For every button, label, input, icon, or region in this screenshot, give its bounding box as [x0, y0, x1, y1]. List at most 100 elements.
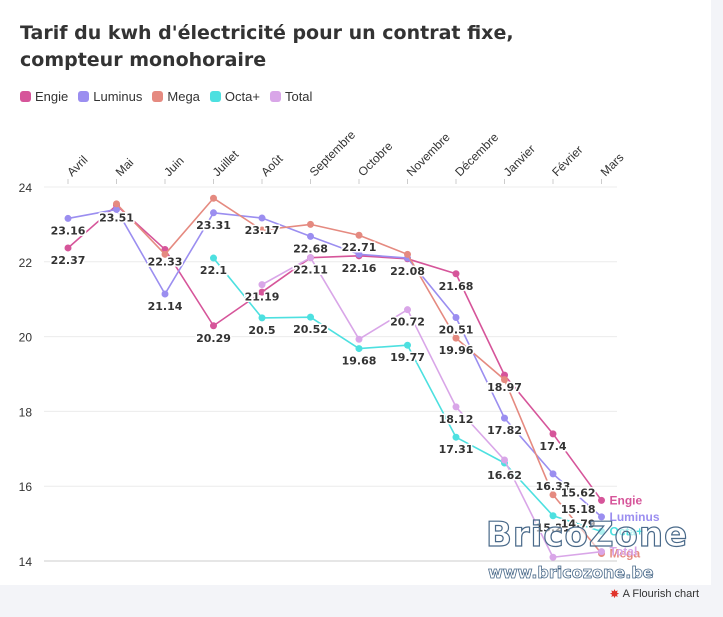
legend-swatch [152, 91, 164, 102]
legend-swatch [269, 91, 281, 102]
data-label: 20.52 [293, 323, 328, 336]
data-label: 18.12 [439, 413, 474, 426]
data-point [452, 433, 460, 441]
data-label: 17.4 [539, 440, 566, 453]
data-point [113, 205, 120, 213]
chart-title: Tarif du kwh d'électricité pour un contr… [20, 22, 514, 71]
series-end-label: Octa+ [610, 524, 644, 538]
data-label: 14.79 [561, 517, 596, 530]
data-point [64, 244, 72, 252]
data-point [452, 334, 460, 342]
data-point [307, 254, 314, 262]
data-label: 22.71 [342, 241, 377, 254]
data-label: 20.72 [390, 316, 425, 329]
y-tick-label: 14 [19, 555, 33, 569]
data-label: 22.37 [51, 254, 86, 267]
data-label: 19.96 [439, 344, 474, 357]
data-label: 21.68 [439, 280, 474, 293]
watermark-url: www.bricozone.be [488, 563, 654, 583]
data-point [210, 194, 217, 202]
x-tick-label: Septembre [307, 127, 359, 179]
data-label: 19.77 [390, 351, 425, 364]
x-tick-label: Janvier [501, 142, 538, 179]
x-tick-label: Août [258, 151, 286, 179]
legend-item-luminus[interactable]: Luminus [78, 89, 142, 104]
data-label: 15.21 [536, 522, 571, 535]
y-tick-label: 22 [19, 256, 33, 270]
data-point [404, 341, 411, 349]
y-tick-label: 24 [19, 181, 33, 195]
data-label: 23.17 [245, 224, 280, 237]
data-point [549, 430, 557, 438]
data-label: 20.5 [248, 324, 275, 337]
series-end-label: Mega [610, 547, 641, 561]
legend-swatch [78, 91, 90, 102]
data-point [355, 250, 363, 258]
series-end-label: Engie [610, 493, 643, 507]
data-point [549, 491, 557, 499]
flourish-logo-icon: ✸ [609, 587, 620, 601]
data-label: 23.51 [99, 211, 134, 224]
data-point [501, 376, 508, 384]
data-label: 17.31 [439, 443, 474, 456]
data-label: 22.68 [293, 242, 328, 255]
data-label: 20.51 [439, 324, 474, 337]
data-point [64, 214, 72, 222]
data-point [258, 281, 266, 289]
data-point [501, 414, 508, 422]
legend-item-mega[interactable]: Mega [152, 89, 200, 104]
series-line-luminus [67, 208, 603, 518]
data-point [598, 513, 605, 521]
data-point [210, 254, 217, 262]
data-label: 21.14 [148, 300, 183, 313]
data-label: 21.19 [245, 291, 280, 304]
legend-swatch [20, 91, 31, 102]
data-point [258, 288, 266, 296]
data-point [452, 403, 460, 411]
x-tick-label: Avril [64, 153, 90, 179]
watermark-logo: BricoZone [485, 514, 689, 555]
data-point [210, 209, 217, 217]
data-point [307, 313, 314, 321]
data-point [549, 512, 557, 520]
series-end-label: Luminus [610, 510, 660, 524]
legend-item-engie[interactable]: Engie [20, 89, 68, 104]
data-point [210, 322, 217, 330]
x-tick-label: Juillet [210, 147, 242, 179]
x-tick-label: Mai [113, 156, 137, 180]
data-point [258, 314, 266, 322]
x-tick-label: Mars [598, 150, 627, 179]
data-label: 17.82 [487, 424, 522, 437]
legend-label: Octa+ [224, 89, 260, 104]
data-label: 22.1 [200, 264, 227, 277]
data-point [161, 290, 169, 298]
y-tick-label: 20 [19, 331, 33, 345]
legend-item-total[interactable]: Total [269, 89, 313, 104]
legend-label: Total [284, 89, 313, 104]
data-label: 15.18 [561, 503, 596, 516]
data-label: 23.16 [51, 224, 86, 237]
data-label: 23.31 [196, 219, 231, 232]
data-label: 19.68 [342, 355, 377, 368]
series-line-total [261, 256, 602, 559]
flourish-credit[interactable]: ✸ A Flourish chart [610, 587, 699, 601]
x-tick-label: Novembre [404, 130, 453, 179]
data-point [452, 314, 460, 322]
data-point [307, 232, 314, 240]
data-point [355, 345, 363, 353]
legend-label: Mega [167, 89, 200, 104]
legend-swatch [209, 91, 221, 102]
x-tick-label: Juin [161, 154, 186, 179]
legend-item-octa[interactable]: Octa+ [209, 89, 260, 104]
series-line-engie [67, 204, 603, 501]
legend-label: Luminus [93, 89, 143, 104]
data-label: 22.11 [293, 264, 328, 277]
data-label: 22.33 [148, 255, 183, 268]
data-label: 22.08 [390, 265, 425, 278]
y-tick-label: 18 [19, 405, 33, 419]
series-end-label: Total [610, 545, 638, 559]
data-point [307, 220, 314, 228]
flourish-credit-label: A Flourish chart [622, 588, 699, 600]
data-label: 16.62 [487, 469, 522, 482]
data-label: 18.97 [487, 381, 522, 394]
